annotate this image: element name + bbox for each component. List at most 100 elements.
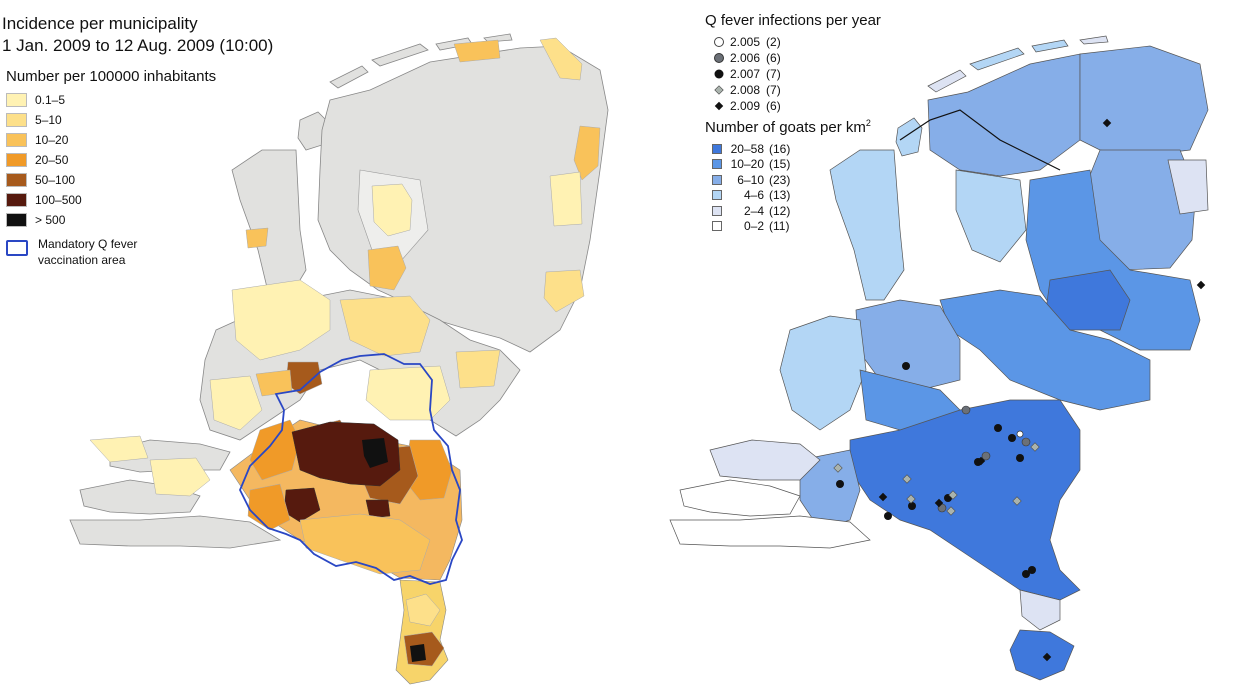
goats-legend-title: Number of goats per km2 [705, 118, 871, 136]
incidence-swatch [6, 193, 27, 207]
flevoland [955, 169, 1027, 263]
patch-low [455, 349, 501, 389]
infection-legend-item: 2.005 (2) [712, 34, 781, 50]
marker-2008 [946, 506, 956, 516]
marker-2008 [948, 490, 958, 500]
infection-year-label: 2.006 [730, 51, 761, 65]
goat-legend-item: 2–4 (12) [712, 203, 790, 219]
infection-legend-item: 2.006 (6) [712, 50, 781, 66]
diamond-grey-icon [712, 84, 726, 96]
brabant-west [799, 449, 861, 531]
zeeland-middle [679, 479, 801, 517]
north-holland [829, 149, 905, 301]
goat-legend-item: 10–20 (15) [712, 157, 790, 173]
goats-title-sup: 2 [865, 118, 871, 128]
incidence-legend-item: 20–50 [6, 150, 82, 170]
island-terschelling [371, 43, 429, 67]
incidence-legend-item: > 500 [6, 210, 82, 230]
circle-white-icon [712, 36, 726, 48]
incidence-label: 5–10 [35, 113, 62, 127]
patch-yellow [149, 457, 211, 497]
marker-2009 [1196, 280, 1206, 290]
patch-low [573, 125, 601, 181]
incidence-label: 0.1–5 [35, 93, 66, 107]
vaccination-label-line1: Mandatory Q fever [38, 237, 138, 251]
goat-count: (23) [769, 172, 791, 187]
infection-year-count: (6) [766, 51, 781, 65]
infection-year-label: 2.008 [730, 83, 761, 97]
infection-year-count: (7) [766, 83, 781, 97]
incidence-swatch [6, 93, 27, 107]
diamond-black-icon [712, 100, 726, 112]
patch-low [549, 171, 583, 227]
incidence-legend-item: 5–10 [6, 110, 82, 130]
goat-swatch [712, 174, 722, 185]
infections-legend-title: Q fever infections per year [705, 12, 881, 29]
marker-2006 [1021, 437, 1031, 447]
goat-count: (13) [769, 188, 791, 203]
goat-swatch [712, 143, 722, 154]
limburg-north [1019, 589, 1061, 631]
patch-black [362, 438, 388, 468]
marker-2009 [1042, 652, 1052, 662]
marker-2007 [908, 502, 916, 510]
island-vlieland [927, 69, 967, 93]
patch-low [453, 39, 501, 63]
marker-2007 [902, 362, 910, 370]
goat-swatch [712, 221, 722, 232]
goat-legend-item: 0–2 (11) [712, 219, 790, 235]
marker-2007 [1028, 566, 1036, 574]
incidence-legend: 0.1–5 5–10 10–20 20–50 50–100 100–500 > 500 [6, 90, 82, 230]
circle-black-icon [712, 68, 726, 80]
east-groningen [1167, 159, 1209, 215]
patch-yellow [405, 593, 441, 627]
patch-low [245, 227, 269, 249]
goat-swatch [712, 190, 722, 201]
patch-yellow [209, 375, 263, 431]
vaccination-area-outline [239, 353, 463, 585]
incidence-label: > 500 [35, 213, 66, 227]
goat-swatch [712, 205, 722, 216]
goat-range-label: 0–2 [743, 219, 764, 234]
goat-count: (11) [769, 219, 790, 234]
infection-year-label: 2.007 [730, 67, 761, 81]
infection-markers [833, 118, 1206, 662]
incidence-legend-item: 10–20 [6, 130, 82, 150]
island-texel [895, 117, 923, 157]
goat-swatch [712, 159, 722, 170]
infection-year-count: (6) [766, 99, 781, 113]
infection-year-count: (7) [766, 67, 781, 81]
goats-legend: 20–58 (16) 10–20 (15) 6–10 (23) 4–6 (13) 2–4 (12)… [712, 141, 790, 234]
island-ameland [1031, 39, 1069, 53]
vaccination-legend-item: Mandatory Q fever vaccination area [6, 236, 166, 276]
limburg-south [1009, 629, 1075, 681]
patch-low [339, 295, 431, 357]
patch-darkred [365, 499, 391, 519]
patch-yellow [89, 435, 149, 463]
marker-2007 [884, 512, 892, 520]
friesland [927, 53, 1081, 177]
incidence-label: 100–500 [35, 193, 82, 207]
patch-low [367, 245, 407, 291]
zeeland-north [709, 439, 821, 481]
incidence-label: 50–100 [35, 173, 76, 187]
marker-2005 [1016, 430, 1024, 438]
goat-legend-item: 6–10 (23) [712, 172, 790, 188]
infection-year-label: 2.005 [730, 35, 761, 49]
patch-low [231, 279, 331, 361]
incidence-legend-item: 0.1–5 [6, 90, 82, 110]
incidence-label: 10–20 [35, 133, 69, 147]
incidence-legend-item: 100–500 [6, 190, 82, 210]
marker-2008 [902, 474, 912, 484]
utrecht-region [855, 299, 961, 391]
goat-legend-item: 20–58 (16) [712, 141, 790, 157]
patch-black [410, 644, 426, 662]
marker-2009 [878, 492, 888, 502]
vaccination-outline-swatch [6, 240, 28, 256]
goat-count: (15) [769, 157, 791, 172]
goat-count: (12) [769, 203, 791, 218]
marker-2008 [1012, 496, 1022, 506]
infection-legend-item: 2.008 (7) [712, 82, 781, 98]
zeeuws-vlaanderen [69, 515, 282, 549]
